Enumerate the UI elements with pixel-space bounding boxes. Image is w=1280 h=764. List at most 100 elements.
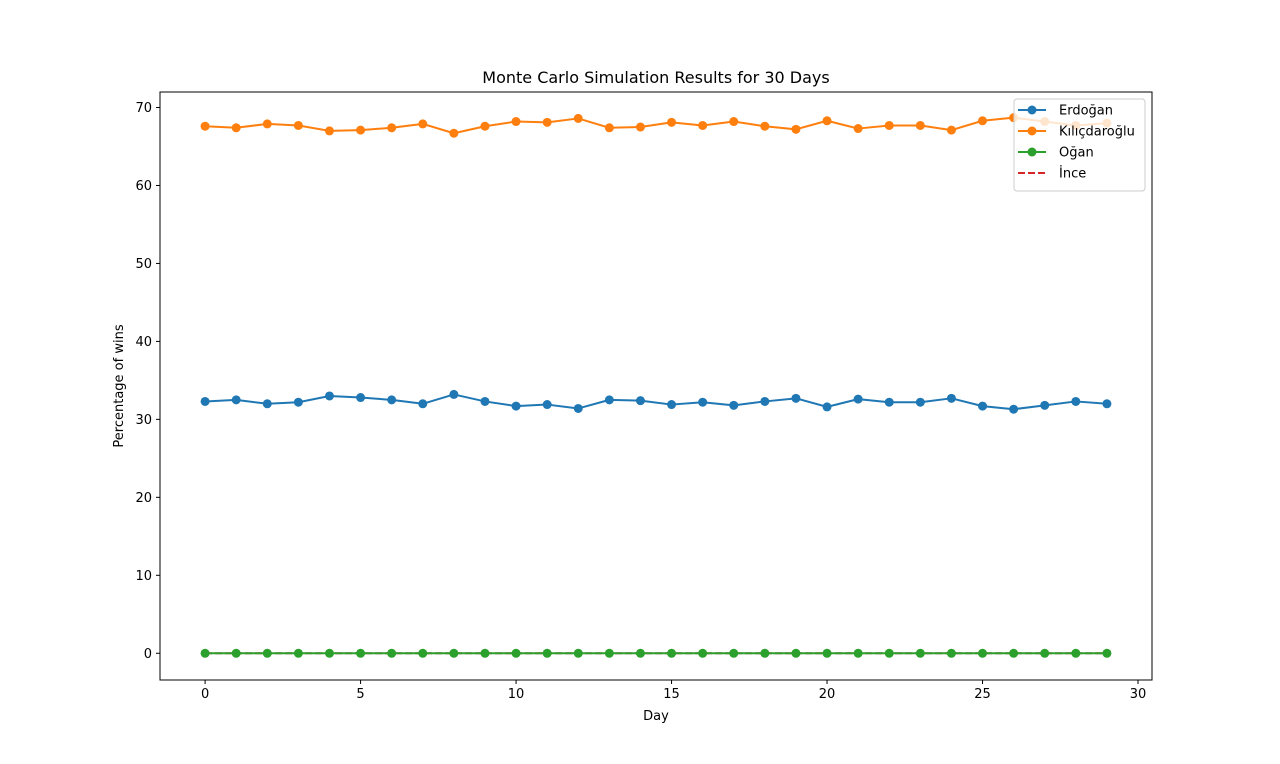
legend-item: Erdoğan <box>1018 104 1113 119</box>
axes-frame <box>159 91 1153 681</box>
legend-label: Oğan <box>1059 146 1094 161</box>
y-tick-label: 30 <box>135 413 152 428</box>
data-point <box>604 648 614 658</box>
data-point <box>356 648 366 658</box>
data-point <box>1040 400 1050 410</box>
data-point <box>1009 648 1019 658</box>
data-point <box>449 128 459 138</box>
data-point <box>480 396 490 406</box>
data-point <box>200 396 210 406</box>
data-point <box>978 648 988 658</box>
chart-title: Monte Carlo Simulation Results for 30 Da… <box>482 68 829 87</box>
legend-label: Kılıçdaroğlu <box>1059 125 1135 140</box>
series-0 <box>200 389 1112 414</box>
data-point <box>822 402 832 412</box>
data-point <box>884 648 894 658</box>
data-point <box>853 124 863 134</box>
series-line <box>205 393 1107 411</box>
y-axis-label: Percentage of wins <box>112 324 127 447</box>
data-point <box>324 391 334 401</box>
data-point <box>573 648 583 658</box>
data-point <box>200 648 210 658</box>
data-point <box>978 116 988 126</box>
data-point <box>791 124 801 134</box>
data-point <box>200 121 210 131</box>
series-line <box>205 116 1107 135</box>
data-point <box>231 395 241 405</box>
data-point <box>293 397 303 407</box>
legend-marker <box>1027 147 1037 157</box>
x-tick-label: 10 <box>508 687 525 702</box>
y-tick-label: 70 <box>135 101 152 116</box>
data-point <box>698 397 708 407</box>
data-point <box>915 397 925 407</box>
data-point <box>231 123 241 133</box>
data-point <box>884 397 894 407</box>
data-point <box>853 394 863 404</box>
data-point <box>915 120 925 130</box>
data-point <box>760 121 770 131</box>
data-point <box>667 648 677 658</box>
data-point <box>511 117 521 127</box>
data-point <box>293 648 303 658</box>
legend-marker <box>1027 105 1037 115</box>
data-point <box>449 389 459 399</box>
data-point <box>822 648 832 658</box>
data-point <box>387 123 397 133</box>
data-point <box>262 399 272 409</box>
data-point <box>698 648 708 658</box>
data-point <box>1071 396 1081 406</box>
legend-label: İnce <box>1059 166 1086 182</box>
data-point <box>635 396 645 406</box>
x-tick-label: 0 <box>201 687 209 702</box>
data-point <box>356 393 366 403</box>
legend-label: Erdoğan <box>1059 104 1113 119</box>
data-point <box>729 117 739 127</box>
data-point <box>946 125 956 135</box>
y-tick-label: 40 <box>135 335 152 350</box>
y-tick-label: 20 <box>135 491 152 506</box>
x-tick-label: 5 <box>356 687 364 702</box>
data-point <box>542 400 552 410</box>
data-point <box>946 648 956 658</box>
data-point <box>667 400 677 410</box>
y-tick-label: 60 <box>135 179 152 194</box>
data-point <box>635 648 645 658</box>
data-point <box>511 648 521 658</box>
data-point <box>1102 399 1112 409</box>
series-1 <box>200 113 1112 138</box>
data-point <box>324 648 334 658</box>
data-point <box>698 120 708 130</box>
data-point <box>293 120 303 130</box>
data-point <box>418 119 428 129</box>
legend-item: Kılıçdaroğlu <box>1018 125 1135 140</box>
data-point <box>729 400 739 410</box>
data-point <box>262 119 272 129</box>
legend-marker <box>1027 126 1037 136</box>
data-point <box>1040 648 1050 658</box>
y-tick-label: 10 <box>135 569 152 584</box>
data-point <box>760 396 770 406</box>
data-point <box>915 648 925 658</box>
data-point <box>729 648 739 658</box>
data-point <box>262 648 272 658</box>
x-tick-label: 15 <box>663 687 680 702</box>
axis-ticks: 0 5 10 15 20 25 30 0 10 20 30 40 50 60 70 <box>135 101 1146 702</box>
data-point <box>604 395 614 405</box>
data-point <box>231 648 241 658</box>
data-point <box>511 401 521 411</box>
data-point <box>760 648 770 658</box>
data-point <box>449 648 459 658</box>
data-point <box>480 121 490 131</box>
data-point <box>604 123 614 133</box>
data-point <box>1071 648 1081 658</box>
data-point <box>978 401 988 411</box>
legend-item: Oğan <box>1018 146 1094 161</box>
data-point <box>791 648 801 658</box>
legend-box <box>1013 98 1146 192</box>
legend-item: İnce <box>1018 166 1086 182</box>
legend: Erdoğan Kılıçdaroğlu Oğan İnce <box>1013 98 1146 192</box>
data-point <box>542 117 552 127</box>
data-point <box>946 393 956 403</box>
